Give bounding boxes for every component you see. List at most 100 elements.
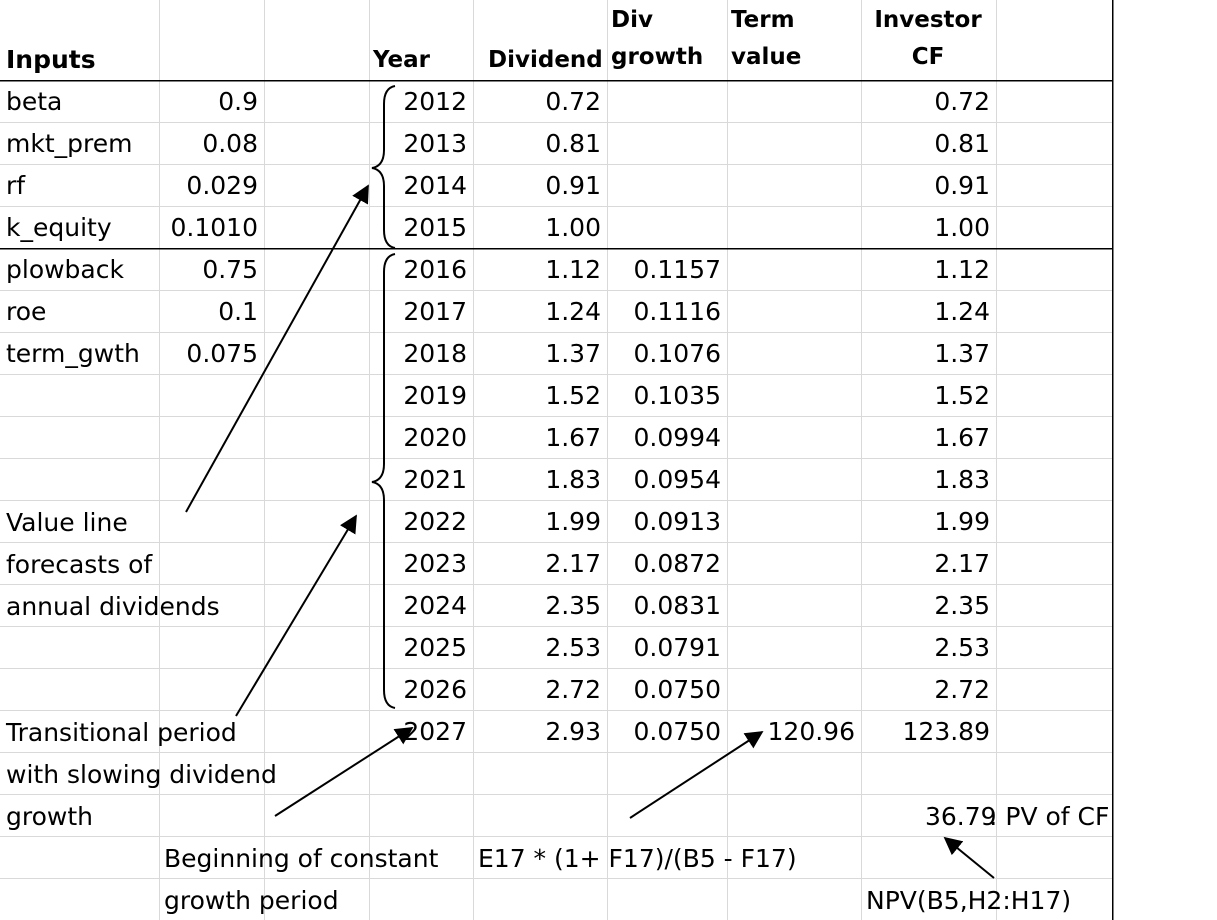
cell-dividend: 1.37 [545, 339, 601, 368]
cell-dividend: 0.91 [545, 171, 601, 200]
cell-dividend: 1.00 [545, 213, 601, 242]
note-transitional-1: Transitional period [6, 718, 237, 747]
cell-investor-cf: 0.72 [934, 87, 990, 116]
cell-year: 2026 [403, 675, 467, 704]
cell-year: 2013 [403, 129, 467, 158]
header-term-value-line1: Term [731, 7, 795, 33]
cell-div-growth: 0.0750 [633, 675, 721, 704]
arrow-term-formula [629, 731, 764, 819]
input-label: term_gwth [6, 339, 140, 368]
cell-dividend: 1.67 [545, 423, 601, 452]
cell-investor-cf: 1.24 [934, 297, 990, 326]
header-div-growth-line1: Div [611, 7, 653, 33]
cell-year: 2021 [403, 465, 467, 494]
input-label: k_equity [6, 213, 112, 242]
cell-year: 2018 [403, 339, 467, 368]
cell-investor-cf: 2.17 [934, 549, 990, 578]
input-label: roe [6, 297, 47, 326]
cell-div-growth: 0.1035 [633, 381, 721, 410]
header-div-growth-line2: growth [611, 44, 704, 70]
cell-investor-cf: 123.89 [902, 717, 990, 746]
input-label: mkt_prem [6, 129, 133, 158]
cell-dividend: 2.72 [545, 675, 601, 704]
input-label: rf [6, 171, 26, 200]
input-value: 0.1 [218, 297, 258, 326]
cell-year: 2014 [403, 171, 467, 200]
cell-div-growth: 0.0750 [633, 717, 721, 746]
header-dividend: Dividend [488, 47, 603, 73]
pv-label: : PV of CF [989, 802, 1110, 831]
cell-investor-cf: 1.52 [934, 381, 990, 410]
input-label: beta [6, 87, 63, 116]
header-investor-cf-line1: Investor [874, 7, 982, 33]
cell-investor-cf: 2.35 [934, 591, 990, 620]
cell-investor-cf: 0.81 [934, 129, 990, 158]
cell-dividend: 1.12 [545, 255, 601, 284]
brace-value-line [371, 85, 396, 249]
cell-div-growth: 0.0994 [633, 423, 721, 452]
input-value: 0.075 [186, 339, 258, 368]
header-inputs: Inputs [6, 45, 96, 74]
input-value: 0.08 [202, 129, 258, 158]
note-transitional-2: with slowing dividend [6, 760, 277, 789]
cell-year: 2019 [403, 381, 467, 410]
pv-value: 36.79 [925, 802, 997, 831]
cell-dividend: 2.35 [545, 591, 601, 620]
input-value: 0.029 [186, 171, 258, 200]
cell-dividend: 0.81 [545, 129, 601, 158]
header-term-value-line2: value [731, 44, 802, 70]
note-constant-1: Beginning of constant [164, 844, 439, 873]
cell-term-value: 120.96 [767, 717, 855, 746]
cell-investor-cf: 1.37 [934, 339, 990, 368]
npv-formula: NPV(B5,H2:H17) [866, 886, 1072, 915]
cell-year: 2017 [403, 297, 467, 326]
cell-dividend: 1.99 [545, 507, 601, 536]
header-year: Year [373, 47, 431, 73]
input-value: 0.9 [218, 87, 258, 116]
cell-dividend: 1.24 [545, 297, 601, 326]
cell-div-growth: 0.0954 [633, 465, 721, 494]
arrow-constant [274, 727, 414, 817]
note-value-line-1: Value line [6, 508, 128, 537]
cell-year: 2024 [403, 591, 467, 620]
cell-investor-cf: 2.72 [934, 675, 990, 704]
cell-investor-cf: 1.67 [934, 423, 990, 452]
cell-dividend: 1.83 [545, 465, 601, 494]
cell-investor-cf: 1.00 [934, 213, 990, 242]
cell-investor-cf: 2.53 [934, 633, 990, 662]
input-value: 0.1010 [170, 213, 258, 242]
cell-investor-cf: 1.83 [934, 465, 990, 494]
header-investor-cf-line2: CF [911, 44, 945, 70]
note-value-line-2: forecasts of [6, 550, 153, 579]
cell-year: 2012 [403, 87, 467, 116]
cell-dividend: 1.52 [545, 381, 601, 410]
cell-year: 2015 [403, 213, 467, 242]
input-label: plowback [6, 255, 124, 284]
cell-year: 2025 [403, 633, 467, 662]
cell-dividend: 0.72 [545, 87, 601, 116]
cell-year: 2023 [403, 549, 467, 578]
arrow-transitional [235, 514, 357, 717]
cell-div-growth: 0.1157 [633, 255, 721, 284]
cell-investor-cf: 1.12 [934, 255, 990, 284]
cell-div-growth: 0.1116 [633, 297, 721, 326]
cell-div-growth: 0.1076 [633, 339, 721, 368]
note-value-line-3: annual dividends [6, 592, 220, 621]
note-transitional-3: growth [6, 802, 93, 831]
cell-dividend: 2.17 [545, 549, 601, 578]
term-value-formula: E17 * (1+ F17)/(B5 - F17) [478, 844, 797, 873]
arrow-npv [943, 836, 995, 879]
cell-div-growth: 0.0872 [633, 549, 721, 578]
cell-div-growth: 0.0831 [633, 591, 721, 620]
note-constant-2: growth period [164, 886, 339, 915]
cell-year: 2027 [403, 717, 467, 746]
cell-year: 2016 [403, 255, 467, 284]
cell-div-growth: 0.0913 [633, 507, 721, 536]
brace-transitional [371, 253, 396, 709]
cell-year: 2022 [403, 507, 467, 536]
cell-div-growth: 0.0791 [633, 633, 721, 662]
cell-investor-cf: 0.91 [934, 171, 990, 200]
cell-dividend: 2.53 [545, 633, 601, 662]
